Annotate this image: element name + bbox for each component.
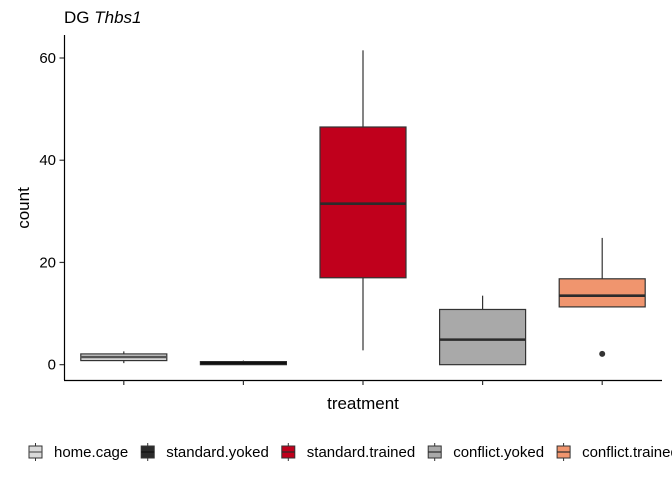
outlier-point — [599, 350, 606, 357]
y-tick-label: 40 — [39, 152, 56, 169]
legend-item-standard-trained: standard.trained — [281, 443, 415, 461]
legend-item-standard-yoked: standard.yoked — [140, 443, 269, 461]
chart-title-gene: Thbs1 — [94, 8, 141, 27]
legend-item-home-cage: home.cage — [28, 443, 128, 461]
legend-swatch — [28, 443, 43, 461]
legend-swatch — [140, 443, 155, 461]
y-axis-ticks: 0 20 40 60 — [39, 50, 64, 374]
legend-swatch — [427, 443, 442, 461]
legend-item-conflict-trained: conflict.trained — [556, 443, 672, 461]
y-axis-label: count — [14, 187, 33, 229]
box-standard-trained — [319, 50, 407, 351]
legend-item-conflict-yoked: conflict.yoked — [427, 443, 544, 461]
legend: home.cage standard.yoked standard.trained c… — [28, 443, 672, 461]
box-home-cage — [80, 351, 168, 364]
legend-label: conflict.trained — [582, 444, 672, 461]
legend-label: home.cage — [54, 444, 128, 461]
y-tick-label: 20 — [39, 254, 56, 271]
plot-area — [80, 50, 646, 366]
legend-swatch — [556, 443, 571, 461]
x-axis-ticks — [123, 380, 603, 385]
legend-swatch — [281, 443, 296, 461]
legend-label: conflict.yoked — [453, 444, 544, 461]
box-conflict-trained — [558, 237, 646, 357]
box-body — [558, 278, 646, 308]
legend-label: standard.yoked — [166, 444, 269, 461]
box-body — [439, 308, 527, 366]
y-tick-label: 0 — [48, 357, 56, 374]
box-conflict-yoked — [439, 295, 527, 366]
x-axis-label: treatment — [327, 394, 399, 413]
chart-title-prefix: DG — [64, 8, 94, 27]
legend-label: standard.trained — [307, 444, 415, 461]
box-standard-yoked — [199, 360, 287, 366]
y-tick-label: 60 — [39, 50, 56, 67]
chart-title: DG Thbs1 — [64, 8, 141, 27]
